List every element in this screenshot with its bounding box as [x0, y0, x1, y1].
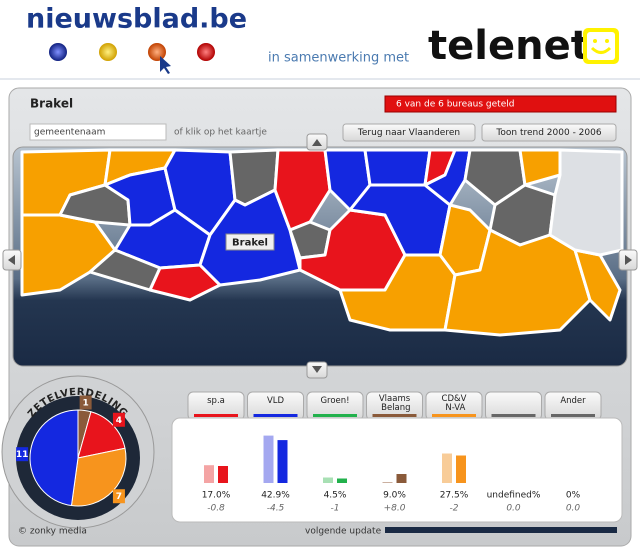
value-label: 42.9% — [261, 491, 290, 501]
button-label: Terug naar Vlaanderen — [357, 128, 460, 138]
telenet-smiley — [590, 46, 612, 54]
bar-current — [396, 474, 407, 483]
party-tab-underline — [372, 414, 417, 417]
logo-ball — [148, 43, 166, 61]
seat-label-box — [112, 489, 125, 504]
party-name: Groen! — [320, 396, 349, 406]
party-name: Ander — [560, 396, 586, 406]
party-tab-underline — [551, 414, 595, 417]
results-bars: 17.0% -0.8 42.9% -4.5 4.5% -1 9.0% +8.0 27.5% -2 u… — [202, 435, 581, 514]
search-input[interactable] — [29, 123, 167, 141]
value-label: 9.0% — [383, 491, 406, 501]
logo: nieuwsblad.be — [26, 4, 247, 35]
bar-current — [277, 440, 288, 483]
region[interactable] — [548, 148, 624, 257]
party-name: sp.a — [207, 396, 225, 406]
arrow-icon — [625, 255, 632, 265]
party-tab-underline — [313, 414, 357, 417]
status-box — [384, 95, 617, 113]
value-label: 4.5% — [324, 491, 347, 501]
municipality-name: Brakel — [30, 97, 73, 111]
partner-logo: telenet — [428, 23, 590, 69]
bar-previous — [323, 477, 333, 483]
seat-label-box — [16, 447, 29, 462]
seat-label: 1 — [82, 399, 88, 409]
region[interactable] — [363, 148, 432, 187]
search-hint: of klik op het kaartje — [174, 128, 267, 138]
value-label: 17.0% — [202, 491, 231, 501]
telenet-smiley — [593, 39, 597, 43]
region[interactable] — [148, 263, 222, 302]
party-tabs: sp.a VLD Groen! Vlaams Belang CD&V N-VA Ander — [187, 391, 602, 421]
seat-label: 7 — [116, 492, 122, 502]
bar-previous — [382, 482, 393, 483]
button-label: Toon trend 2000 - 2006 — [495, 128, 601, 138]
cursor-icon — [160, 56, 171, 74]
button[interactable] — [342, 123, 476, 142]
change-label: 0.0 — [506, 504, 521, 514]
button[interactable] — [481, 123, 617, 142]
seat-pie: 1 4 7 11 — [16, 395, 127, 507]
telenet-smiley — [605, 39, 609, 43]
bar-current — [337, 478, 347, 483]
party-name: VLD — [267, 396, 285, 406]
update-progress — [385, 527, 617, 533]
search-placeholder: gemeentenaam — [34, 128, 105, 138]
seat-label-box — [112, 412, 125, 427]
arrow-icon — [8, 255, 15, 265]
value-label: 0% — [566, 491, 581, 501]
change-label: -4.5 — [267, 504, 285, 514]
value-label: 27.5% — [440, 491, 469, 501]
party-tab-underline — [432, 414, 476, 417]
arrow-icon — [312, 366, 322, 373]
bar-previous — [442, 453, 452, 483]
bar-current — [456, 455, 466, 483]
partner-text: in samenwerking met — [268, 51, 409, 66]
change-label: 0.0 — [566, 504, 581, 514]
party-name: CD&V N-VA — [442, 394, 467, 413]
change-label: -2 — [450, 504, 459, 514]
map-label: Brakel — [232, 238, 268, 249]
map-label-box — [225, 233, 275, 251]
bar-current — [218, 466, 228, 483]
logo-ball — [197, 43, 215, 61]
value-label: undefined% — [487, 491, 541, 501]
party-name: Vlaams Belang — [378, 394, 410, 413]
change-label: -0.8 — [207, 504, 225, 514]
seat-label: 11 — [16, 450, 29, 460]
party-tab-underline — [253, 414, 298, 417]
seat-label: 4 — [116, 416, 122, 426]
party-tab-underline — [491, 414, 536, 417]
arrow-icon — [312, 139, 322, 146]
change-label: +8.0 — [384, 504, 406, 514]
pie-slice — [29, 409, 79, 507]
status-text: 6 van de 6 bureaus geteld — [396, 100, 514, 110]
logo-ball — [99, 43, 117, 61]
update-label: volgende update — [305, 527, 382, 537]
map-regions — [20, 148, 624, 337]
bar-previous — [204, 465, 214, 483]
seat-label-box — [79, 395, 92, 410]
bar-previous — [263, 435, 274, 483]
party-tab-underline — [194, 414, 238, 417]
telenet-smiley — [587, 32, 615, 60]
credit: © zonky media — [18, 527, 87, 537]
change-label: -1 — [331, 504, 340, 514]
logo-ball — [49, 43, 67, 61]
